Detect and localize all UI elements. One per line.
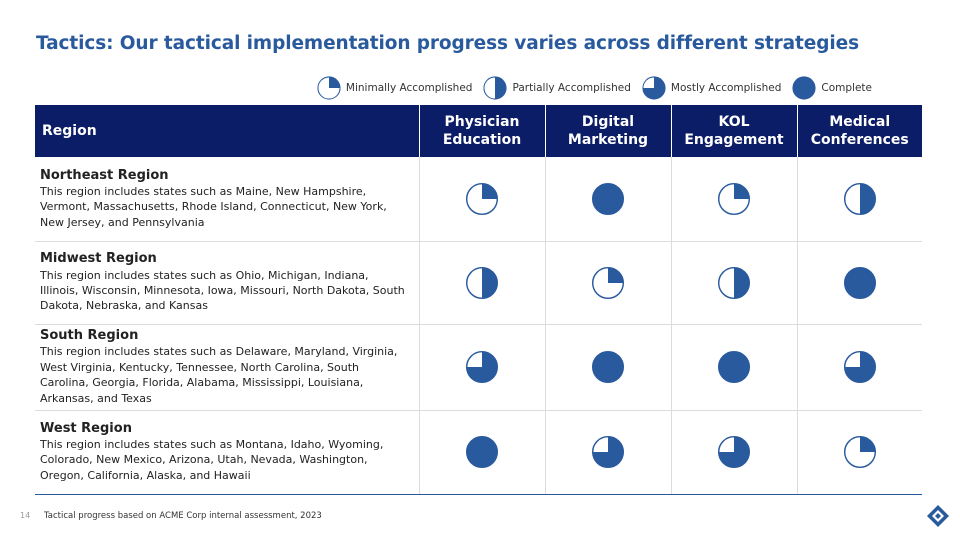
harvey-ball-icon	[464, 435, 500, 469]
legend-item-complete: Complete	[791, 75, 872, 101]
region-description: This region includes states such as Ohio…	[40, 268, 405, 313]
region-description: This region includes states such as Dela…	[40, 345, 398, 405]
status-cell	[670, 157, 797, 242]
harvey-ball-half-icon	[482, 75, 508, 101]
harvey-ball-icon	[842, 266, 878, 299]
region-cell: West Region This region includes states …	[35, 410, 419, 495]
status-cell	[796, 241, 922, 325]
status-cell	[418, 157, 545, 242]
harvey-ball-icon	[842, 435, 878, 469]
header-label: Medical Conferences	[810, 113, 909, 148]
status-cell	[544, 157, 671, 242]
header-label: KOL Engagement	[684, 113, 784, 148]
header-physician-education: Physician Education	[418, 105, 545, 157]
legend-label: Minimally Accomplished	[345, 82, 473, 94]
footnote: Tactical progress based on ACME Corp int…	[44, 511, 322, 521]
harvey-ball-icon	[464, 182, 500, 215]
region-cell: South Region This region includes states…	[35, 324, 419, 411]
status-cell	[418, 410, 545, 495]
legend-item-partial: Partially Accomplished	[482, 75, 631, 101]
region-name: West Region	[40, 420, 132, 436]
page-number: 14	[20, 511, 31, 520]
status-cell	[544, 410, 671, 495]
harvey-ball-icon	[716, 350, 752, 384]
legend-label: Mostly Accomplished	[670, 82, 782, 94]
acme-logo-icon	[927, 505, 949, 527]
region-description: This region includes states such as Mont…	[40, 438, 384, 482]
table-row: South Region This region includes states…	[35, 324, 922, 411]
harvey-ball-icon	[590, 435, 626, 469]
region-name: Northeast Region	[40, 167, 169, 183]
page-title: Tactics: Our tactical implementation pro…	[36, 33, 859, 54]
status-cell	[544, 241, 671, 325]
table-row: Midwest Region This region includes stat…	[35, 241, 922, 325]
header-label: Physician Education	[442, 113, 522, 148]
harvey-ball-icon	[716, 435, 752, 469]
status-cell	[796, 157, 922, 242]
table-row: West Region This region includes states …	[35, 410, 922, 495]
legend: Minimally Accomplished Partially Accompl…	[316, 75, 872, 101]
harvey-ball-three-quarter-icon	[641, 75, 667, 101]
status-cell	[544, 324, 671, 411]
legend-item-minimal: Minimally Accomplished	[316, 75, 473, 101]
harvey-ball-quarter-icon	[316, 75, 342, 101]
harvey-ball-icon	[716, 266, 752, 299]
harvey-ball-icon	[464, 266, 500, 299]
legend-label: Complete	[821, 82, 872, 94]
harvey-ball-icon	[464, 350, 500, 384]
harvey-ball-icon	[842, 182, 878, 215]
harvey-ball-icon	[590, 350, 626, 384]
region-name: Midwest Region	[40, 251, 157, 267]
region-cell: Northeast Region This region includes st…	[35, 157, 419, 242]
table-header-row: Region Physician Education Digital Marketi…	[35, 105, 922, 157]
status-cell	[670, 410, 797, 495]
status-cell	[670, 241, 797, 325]
status-cell	[796, 410, 922, 495]
legend-item-mostly: Mostly Accomplished	[641, 75, 782, 101]
status-cell	[796, 324, 922, 411]
status-cell	[670, 324, 797, 411]
header-label: Digital Marketing	[567, 113, 649, 148]
status-cell	[418, 324, 545, 411]
harvey-ball-full-icon	[791, 75, 817, 101]
header-kol-engagement: KOL Engagement	[670, 105, 797, 157]
header-medical-conferences: Medical Conferences	[796, 105, 922, 157]
harvey-ball-icon	[590, 266, 626, 299]
region-name: South Region	[40, 328, 139, 344]
harvey-ball-icon	[590, 182, 626, 215]
table-row: Northeast Region This region includes st…	[35, 157, 922, 242]
status-cell	[418, 241, 545, 325]
harvey-ball-icon	[842, 350, 878, 384]
region-description: This region includes states such as Main…	[40, 184, 387, 229]
header-region: Region	[35, 105, 419, 157]
harvey-ball-icon	[716, 182, 752, 215]
region-cell: Midwest Region This region includes stat…	[35, 241, 419, 325]
legend-label: Partially Accomplished	[512, 82, 631, 94]
tactics-table: Region Physician Education Digital Marketi…	[35, 105, 922, 495]
header-digital-marketing: Digital Marketing	[544, 105, 671, 157]
